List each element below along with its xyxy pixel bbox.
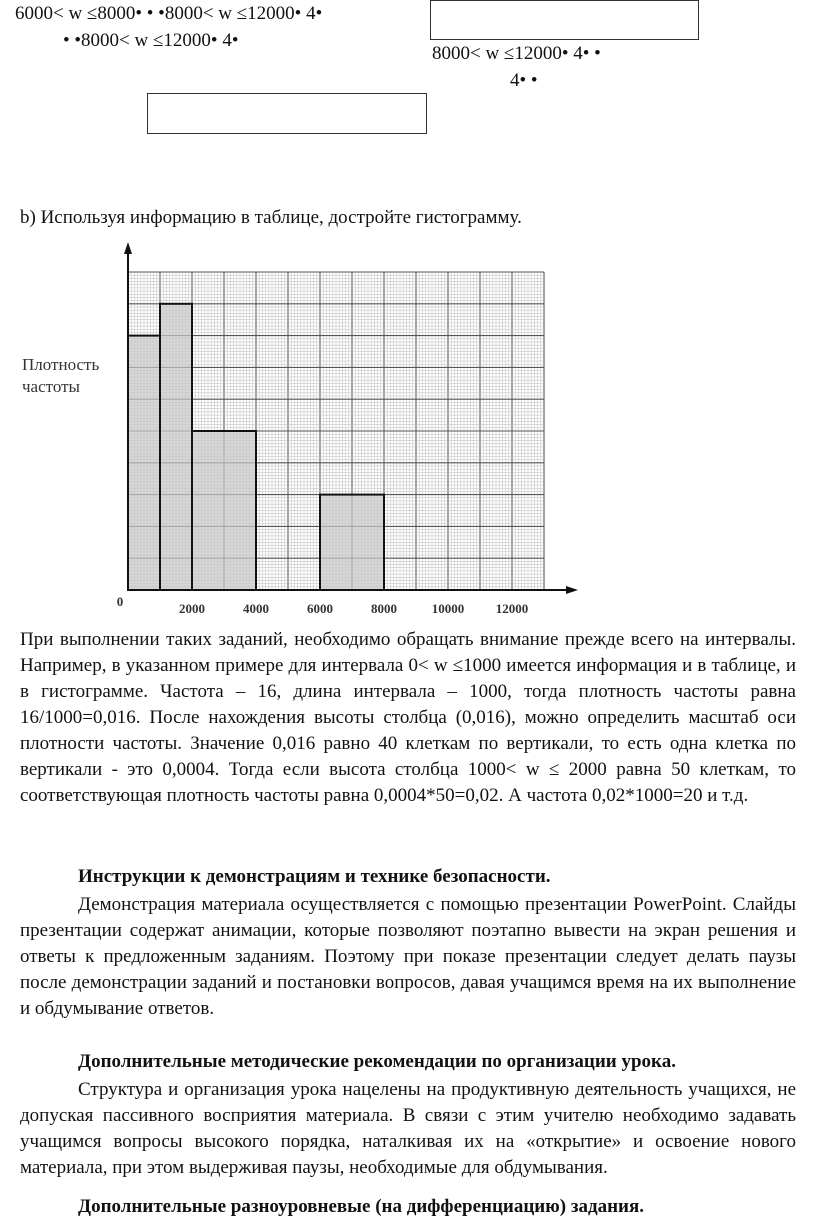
x-tick-label: 8000	[371, 601, 397, 615]
formula-fragment: 8000< w ≤12000• 4• •	[432, 43, 601, 64]
x-tick-label: 0	[117, 594, 124, 609]
x-axis-arrow	[566, 586, 578, 594]
blank-box	[430, 0, 699, 40]
x-tick-label: 6000	[307, 601, 333, 615]
histogram-bar	[159, 302, 193, 592]
x-tick-label: 10000	[432, 601, 465, 615]
axes	[124, 242, 578, 594]
y-axis-label-line1: Плотность	[22, 355, 99, 374]
section-text: Демонстрация материала осуществляется с …	[20, 894, 796, 1019]
formula-fragment: 4• •	[510, 70, 538, 91]
histogram-bar	[127, 334, 161, 591]
histogram-chart: Плотность частоты 0 2000 4000 6000 8000 10000…	[22, 242, 578, 615]
explanation-paragraph: При выполнении таких заданий, необходимо…	[20, 629, 796, 806]
section-heading: Инструкции к демонстрациям и технике без…	[78, 866, 551, 887]
histogram-bar	[191, 430, 257, 591]
formula-fragment: 6000< w ≤8000• • •8000< w ≤12000• 4•	[15, 3, 323, 24]
section-heading: Дополнительные методические рекомендации…	[78, 1051, 676, 1072]
section-text: Структура и организация урока нацелены н…	[20, 1079, 796, 1178]
formula-fragment: • •8000< w ≤12000• 4•	[63, 30, 239, 51]
task-b: b) Используя информацию в таблице, достр…	[20, 207, 522, 228]
x-tick-label: 12000	[496, 601, 529, 615]
blank-box	[147, 93, 427, 134]
section-heading: Дополнительные разноуровневые (на диффер…	[78, 1196, 645, 1217]
x-tick-label: 4000	[243, 601, 269, 615]
bars	[127, 302, 385, 592]
y-axis-arrow	[124, 242, 132, 254]
x-tick-label: 2000	[179, 601, 205, 615]
histogram-bar	[319, 493, 385, 592]
y-axis-label-line2: частоты	[22, 377, 81, 396]
